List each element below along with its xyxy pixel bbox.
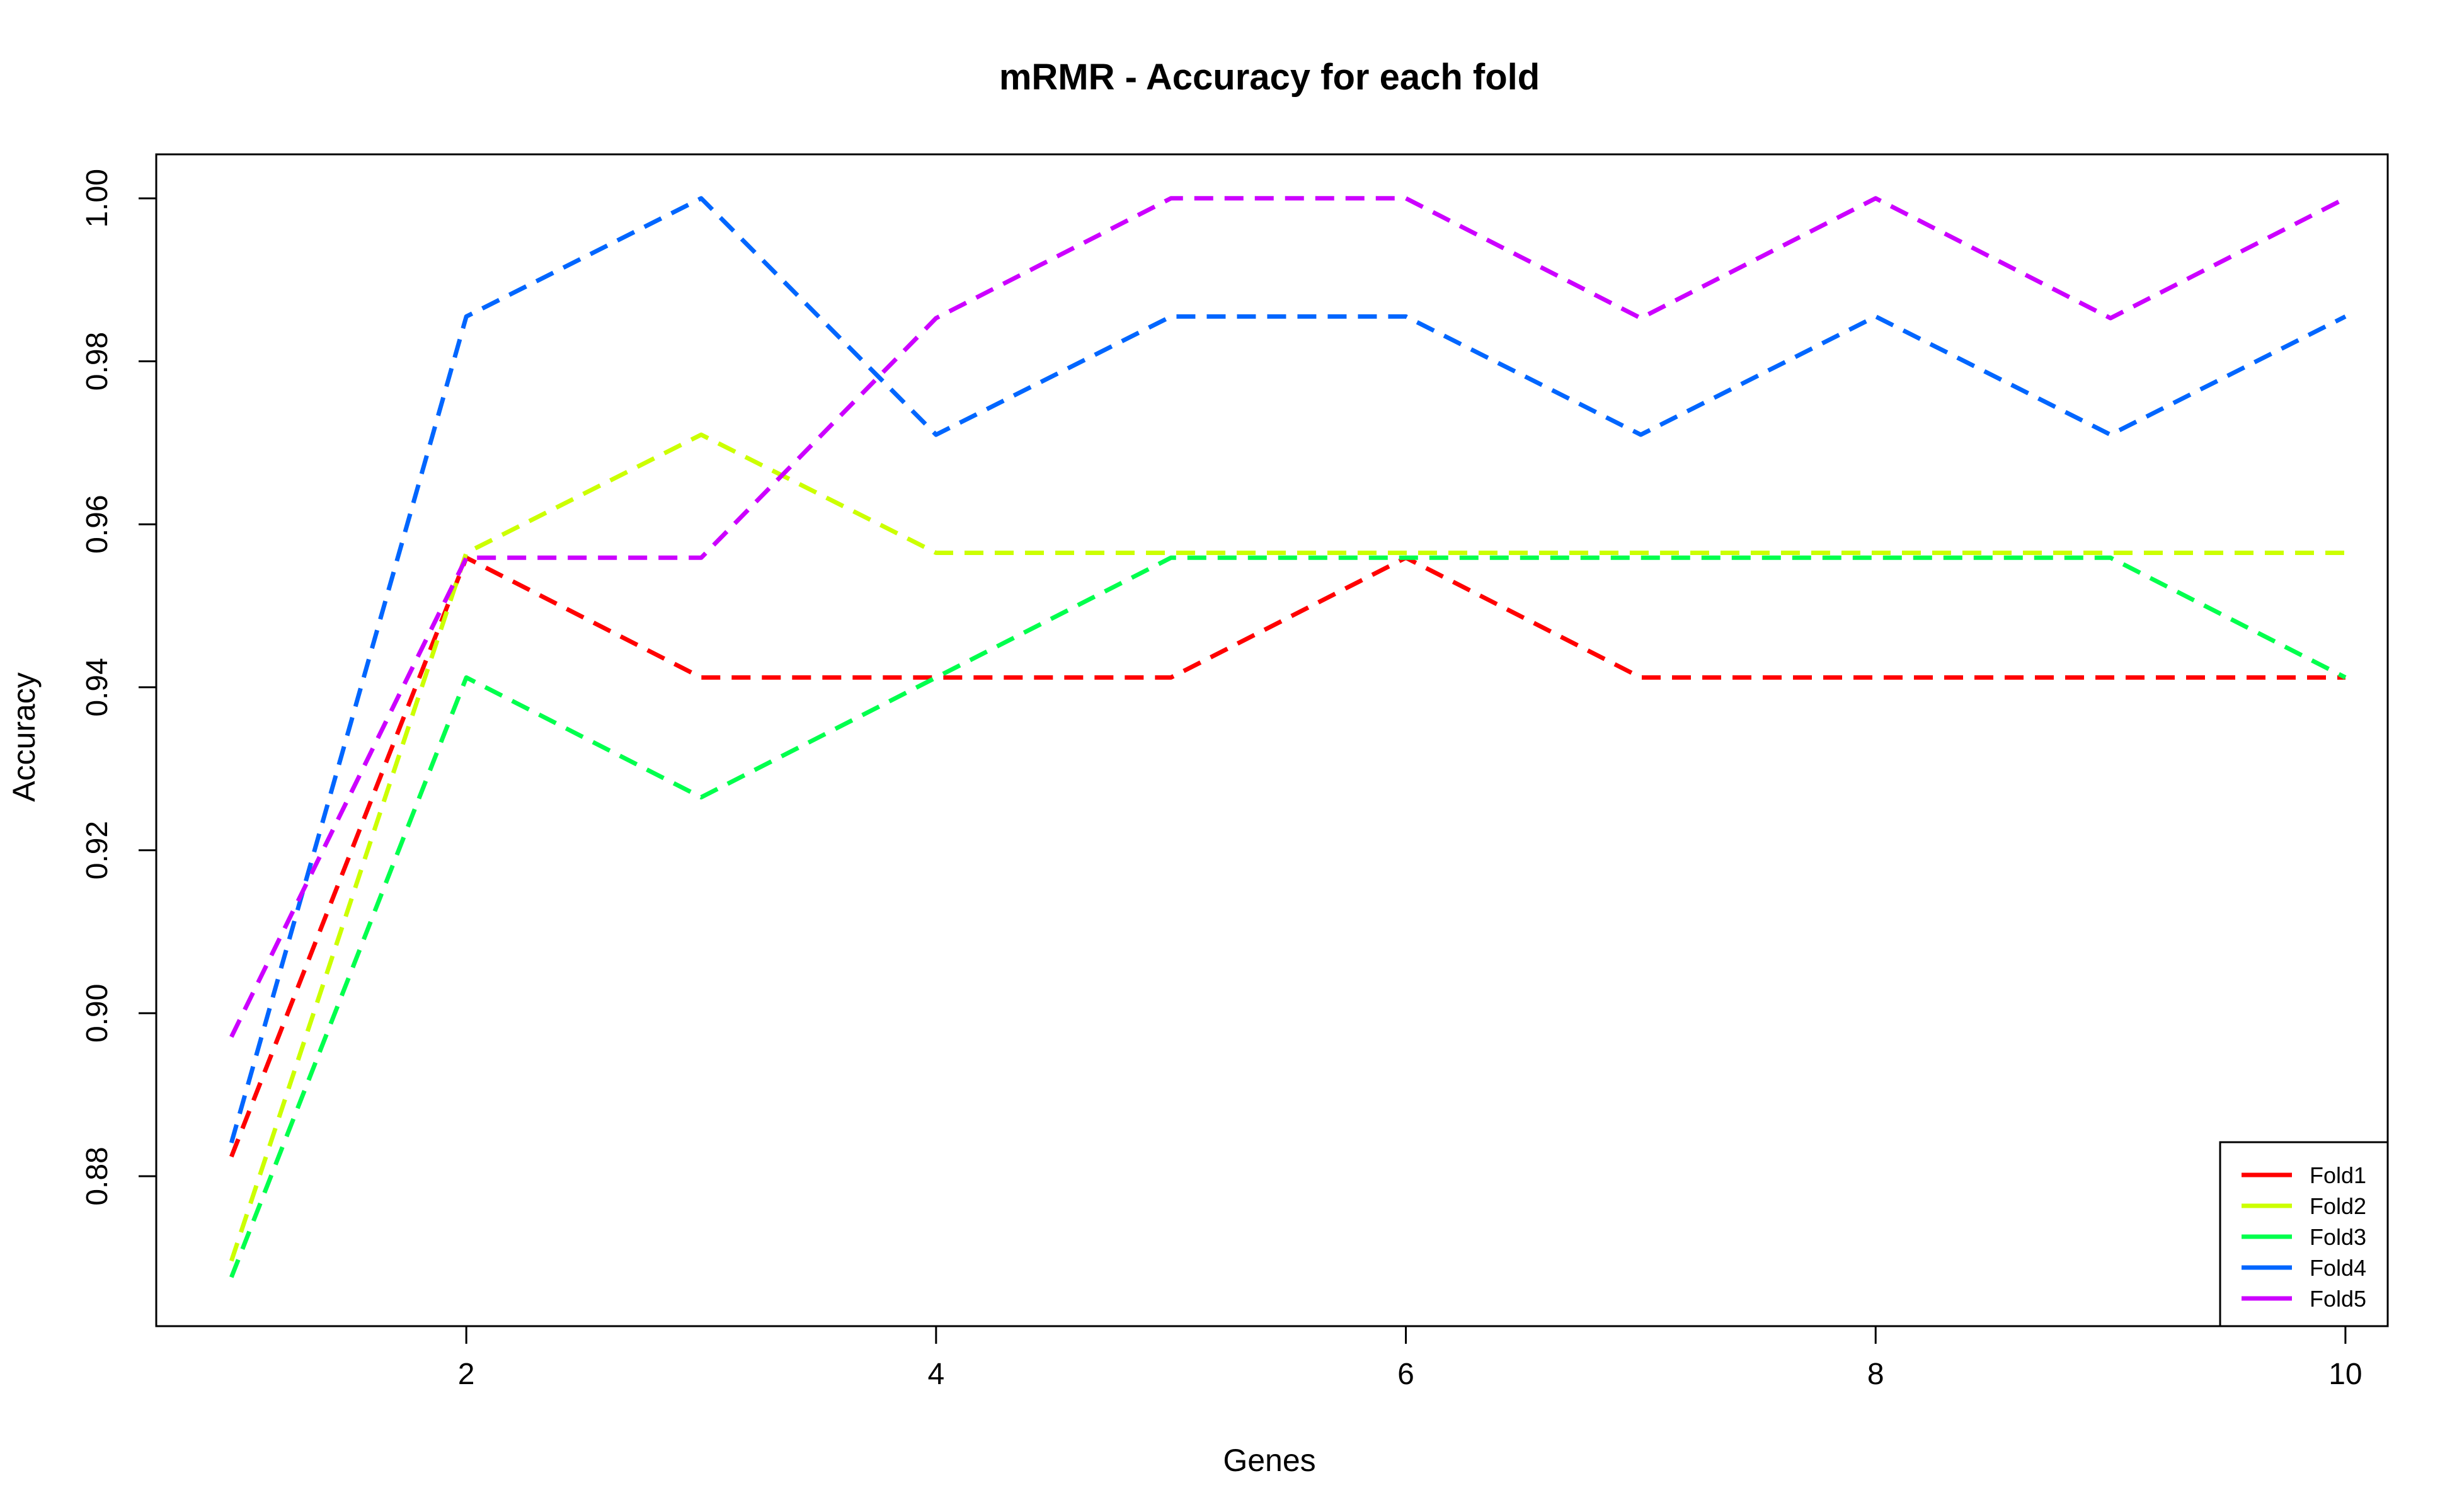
- y-tick-label: 0.90: [81, 984, 114, 1043]
- legend-label-fold3: Fold3: [2310, 1224, 2366, 1250]
- legend-label-fold5: Fold5: [2310, 1286, 2366, 1312]
- y-tick-label: 0.96: [81, 495, 114, 553]
- axes-layer: 2 4 6 8 10 0.88 0.90 0.92 0.94 0.96 0.98 1.00: [81, 153, 2389, 1391]
- series-line-fold4: [229, 196, 2347, 1143]
- series-layer: [229, 196, 2347, 1278]
- y-tick-label: 0.88: [81, 1147, 114, 1205]
- y-tick-label: 0.94: [81, 658, 114, 716]
- x-tick-label: 10: [2328, 1358, 2362, 1391]
- series-line-fold2: [229, 432, 2345, 1262]
- series-line-fold5: [229, 196, 2347, 1038]
- plot-frame: [155, 153, 2389, 1327]
- x-tick-label: 4: [927, 1358, 944, 1391]
- y-tick-label: 0.98: [81, 332, 114, 391]
- legend-label-fold4: Fold4: [2310, 1255, 2366, 1281]
- chart-title: mRMR - Accuracy for each fold: [999, 57, 1540, 98]
- legend-label-fold1: Fold1: [2310, 1162, 2366, 1188]
- y-tick-label: 0.92: [81, 821, 114, 879]
- series-line-fold3: [229, 555, 2347, 1278]
- x-tick-label: 2: [458, 1358, 475, 1391]
- x-tick-label: 6: [1397, 1358, 1414, 1391]
- x-tick-label: 8: [1867, 1358, 1884, 1391]
- legend: Fold1 Fold2 Fold3 Fold4 Fold5: [2219, 1141, 2389, 1327]
- legend-label-fold2: Fold2: [2310, 1193, 2366, 1219]
- x-axis-label: Genes: [1223, 1443, 1315, 1478]
- y-tick-label: 1.00: [81, 169, 114, 227]
- y-axis-label: Accuracy: [6, 672, 42, 802]
- series-line-fold1: [229, 555, 2345, 1158]
